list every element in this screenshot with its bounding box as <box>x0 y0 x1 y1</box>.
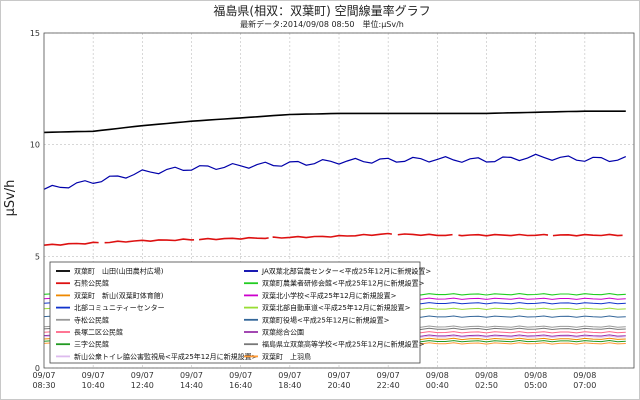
x-tick-time: 18:40 <box>278 381 301 390</box>
x-tick-time: 10:40 <box>82 381 105 390</box>
legend-label: 双葉町農業者研修会館<平成25年12月に新規設置> <box>262 279 425 288</box>
x-tick-date: 09/07 <box>180 371 203 380</box>
axes: 05101509/0708:3009/0710:4009/0712:4009/0… <box>30 29 635 390</box>
legend-label: 双葉総合公園 <box>262 328 304 337</box>
plot-border <box>43 32 635 369</box>
x-tick-time: 05:00 <box>524 381 547 390</box>
x-tick-date: 09/07 <box>131 371 154 380</box>
legend-label: 新山公衆トイレ脇公害監視局<平成25年12月に新規設置> <box>74 352 258 361</box>
x-tick-date: 09/07 <box>327 371 350 380</box>
x-tick-date: 09/07 <box>229 371 252 380</box>
legend-label: 石熊公民館 <box>74 279 109 288</box>
legend-label: 双葉北部自動車道<平成25年12月に新規設置> <box>262 303 411 312</box>
x-tick-time: 16:40 <box>229 381 252 390</box>
legend-label: 福島県立双葉高等学校<平成25年12月に新規設置> <box>262 340 425 349</box>
x-tick-date: 09/07 <box>278 371 301 380</box>
chart-subtitle: 最新データ:2014/09/08 08:50 単位:μSv/h <box>240 19 404 29</box>
x-tick-date: 09/08 <box>426 371 449 380</box>
x-tick-date: 09/08 <box>524 371 547 380</box>
legend-box <box>49 261 421 364</box>
y-tick-label: 15 <box>30 29 40 38</box>
x-tick-time: 02:50 <box>475 381 498 390</box>
x-tick-time: 14:40 <box>180 381 203 390</box>
x-tick-time: 08:30 <box>32 381 55 390</box>
legend-label: 三字公民館 <box>74 340 109 349</box>
series-line <box>43 110 626 134</box>
series-line <box>43 232 626 246</box>
legend-label: 双葉町 山田(山田農村広場) <box>74 267 164 276</box>
x-tick-time: 07:00 <box>573 381 596 390</box>
x-tick-date: 09/08 <box>475 371 498 380</box>
y-tick-label: 5 <box>35 252 40 261</box>
legend-label: 長塚二区公民館 <box>74 328 123 337</box>
y-axis-label: μSv/h <box>3 180 18 217</box>
legend-label: 双葉町 新山(双葉町体育館) <box>74 291 164 300</box>
legend-label: 双葉北小学校<平成25年12月に新規設置> <box>262 291 397 300</box>
x-tick-time: 12:40 <box>131 381 154 390</box>
legend-label: JA双葉北部営農センター<平成25年12月に新規設置> <box>261 267 431 276</box>
y-tick-label: 10 <box>30 141 40 150</box>
series-line <box>43 153 627 190</box>
x-tick-time: 22:40 <box>377 381 400 390</box>
legend-label: 寺松公民館 <box>74 315 109 324</box>
x-tick-time: 00:40 <box>426 381 449 390</box>
x-tick-date: 09/08 <box>573 371 596 380</box>
x-tick-time: 20:40 <box>327 381 350 390</box>
x-tick-date: 09/07 <box>377 371 400 380</box>
legend-label: 北部コミュニティーセンター <box>74 303 165 312</box>
x-tick-date: 09/07 <box>82 371 105 380</box>
y-tick-label: 0 <box>35 364 40 373</box>
chart-title: 福島県(相双：双葉町) 空間線量率グラフ <box>213 3 430 18</box>
legend-label: 双葉町 上羽鳥 <box>262 352 311 361</box>
legend-label: 双葉町役場<平成25年12月に新規設置> <box>262 315 390 324</box>
legend: 双葉町 山田(山田農村広場) JA双葉北部営農センター<平成25年12月に新規設置… <box>49 261 431 364</box>
x-tick-date: 09/07 <box>32 371 55 380</box>
